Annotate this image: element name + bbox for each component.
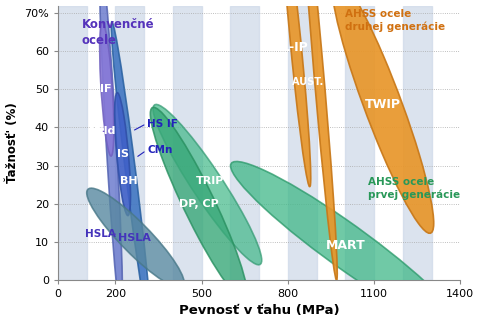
Ellipse shape (115, 93, 131, 215)
Text: BH: BH (120, 176, 137, 186)
Bar (346, 5, 374, 280)
Ellipse shape (230, 162, 460, 323)
Text: DP, CP: DP, CP (179, 199, 218, 209)
Text: HSLA: HSLA (118, 233, 151, 243)
Text: IF: IF (99, 84, 111, 94)
Bar (173, 5, 202, 280)
Bar (403, 5, 432, 280)
Ellipse shape (100, 23, 114, 156)
Text: AHSS ocele
druhej generácie: AHSS ocele druhej generácie (346, 9, 445, 32)
Bar (288, 5, 317, 280)
Bar (230, 5, 259, 280)
Text: Mild: Mild (89, 126, 116, 136)
Text: TWIP: TWIP (365, 98, 401, 111)
Bar (58, 5, 86, 280)
Ellipse shape (87, 188, 184, 288)
Bar (115, 5, 144, 280)
Ellipse shape (153, 104, 262, 265)
Ellipse shape (282, 0, 311, 187)
Ellipse shape (111, 22, 151, 323)
Y-axis label: Ťažnosť' (%): Ťažnosť' (%) (6, 102, 19, 183)
Text: Konvenčné
ocele: Konvenčné ocele (82, 18, 154, 47)
Text: AHSS ocele
prvej generácie: AHSS ocele prvej generácie (368, 177, 460, 200)
Text: AUST. SS: AUST. SS (292, 77, 341, 87)
Text: HSLA: HSLA (84, 229, 115, 239)
X-axis label: Pevnosť v ťahu (MPa): Pevnosť v ťahu (MPa) (179, 305, 339, 318)
Text: TRIP: TRIP (196, 176, 225, 186)
Text: L-IP: L-IP (282, 41, 309, 54)
Ellipse shape (302, 0, 337, 280)
Text: MART: MART (325, 239, 365, 252)
Ellipse shape (99, 0, 122, 317)
Text: CMn: CMn (147, 145, 172, 155)
Text: HS IF: HS IF (147, 119, 178, 129)
Text: IS: IS (117, 149, 129, 159)
Ellipse shape (150, 107, 247, 300)
Ellipse shape (332, 0, 434, 233)
